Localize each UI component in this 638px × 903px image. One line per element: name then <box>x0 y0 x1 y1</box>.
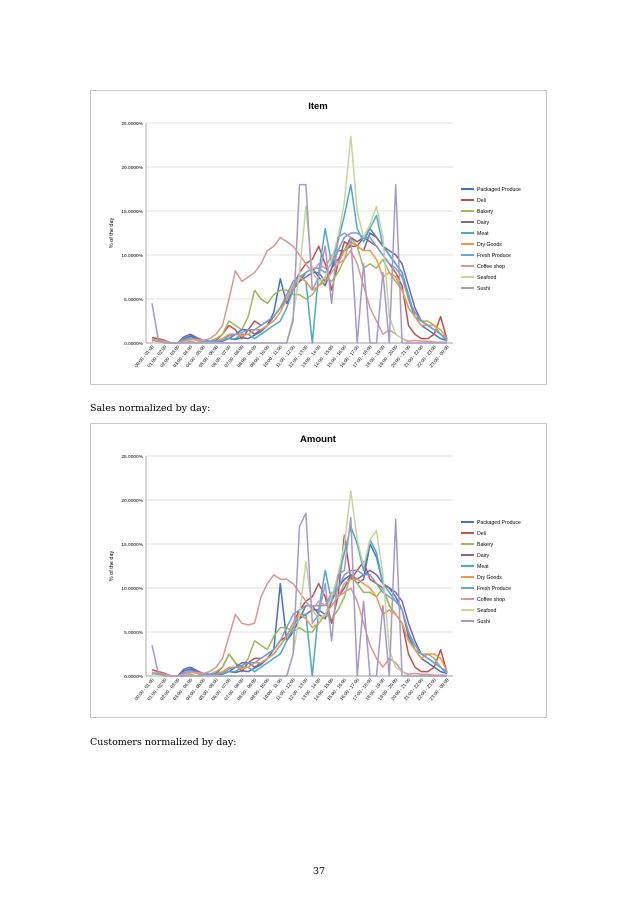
y-tick-label: 25.0000% <box>121 121 143 127</box>
series-line-sushi <box>151 183 447 344</box>
legend-entry: Fresh Produce <box>477 586 511 592</box>
series-line-bakery <box>151 236 448 344</box>
legend-entry: Deli <box>477 531 486 537</box>
legend-entry: Fresh Produce <box>477 253 511 259</box>
sales-caption: Sales normalized by day: <box>90 403 211 414</box>
y-axis-label: % of the day <box>109 550 115 581</box>
legend-entry: Dry Goods <box>477 575 502 581</box>
page-number: 37 <box>312 866 326 877</box>
series-line-dry-goods <box>151 241 448 344</box>
chart-title: Amount <box>300 434 337 445</box>
legend-entry: Packaged Produce <box>477 520 521 526</box>
y-tick-label: 10.0000% <box>121 253 143 259</box>
item-chart: Item % of the day 0.0000% 5.0000% 10.0000% 15… <box>90 90 547 385</box>
chart-title: Item <box>308 101 328 112</box>
amount-chart-svg: Amount % of the day 0.0000% 5.0000% 10.0000%… <box>109 434 521 701</box>
series-line-seafood <box>152 490 447 677</box>
legend-entry: Meat <box>477 564 489 570</box>
legend-entry: Dairy <box>477 553 490 559</box>
y-tick-label: 25.0000% <box>121 454 143 460</box>
legend-entry: Seafood <box>477 275 496 281</box>
amount-chart: Amount % of the day 0.0000% 5.0000% 10.0000%… <box>90 423 547 718</box>
series-line-coffee-shop <box>151 574 447 677</box>
series-line-sushi <box>151 512 447 677</box>
legend-entry: Seafood <box>477 608 496 614</box>
y-axis-label: % of the day <box>109 217 115 248</box>
legend-entry: Bakery <box>477 542 494 548</box>
legend-entry: Dry Goods <box>477 242 502 248</box>
y-tick-label: 20.0000% <box>121 498 143 504</box>
y-tick-label: 15.0000% <box>121 542 143 548</box>
item-chart-svg: Item % of the day 0.0000% 5.0000% 10.0000% 15… <box>109 101 521 368</box>
y-tick-label: 15.0000% <box>121 209 143 215</box>
legend-entry: Bakery <box>477 209 494 215</box>
y-tick-label: 0.0000% <box>124 341 144 347</box>
y-tick-label: 5.0000% <box>124 630 144 636</box>
legend-entry: Meat <box>477 231 489 237</box>
y-tick-label: 10.0000% <box>121 586 143 592</box>
legend-entry: Sushi <box>477 286 490 292</box>
y-tick-label: 20.0000% <box>121 165 143 171</box>
legend-entry: Sushi <box>477 619 490 625</box>
legend-entry: Coffee shop <box>477 264 505 270</box>
y-tick-label: 5.0000% <box>124 297 144 303</box>
legend-entry: Deli <box>477 198 486 204</box>
legend-entry: Coffee shop <box>477 597 505 603</box>
legend-entry: Packaged Produce <box>477 187 521 193</box>
y-tick-label: 0.0000% <box>124 674 144 680</box>
customers-caption: Customers normalized by day: <box>90 737 237 748</box>
legend-entry: Dairy <box>477 220 490 226</box>
